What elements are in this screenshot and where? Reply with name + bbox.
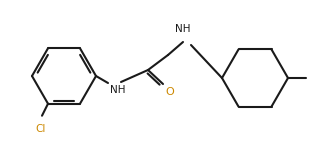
- Text: NH: NH: [175, 24, 191, 34]
- Text: Cl: Cl: [36, 124, 46, 134]
- Text: NH: NH: [110, 85, 126, 95]
- Text: O: O: [165, 87, 174, 97]
